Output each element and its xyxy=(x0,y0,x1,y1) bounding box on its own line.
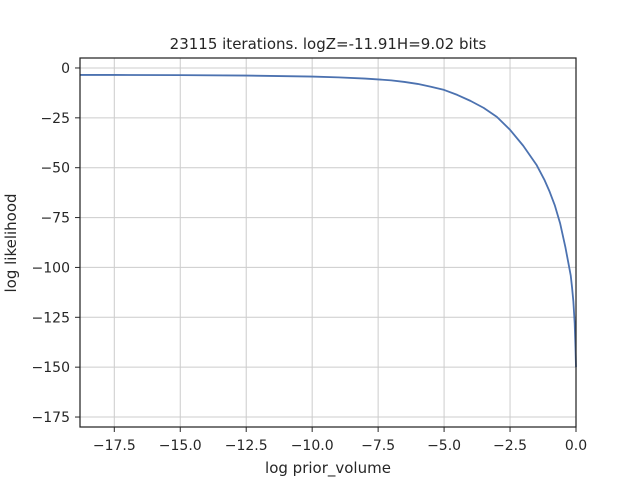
x-axis-label: log prior_volume xyxy=(265,459,391,478)
x-tick-label: −2.5 xyxy=(493,438,527,454)
x-tick-label: 0.0 xyxy=(565,438,587,454)
y-tick-label: −100 xyxy=(32,260,70,276)
x-tick-label: −7.5 xyxy=(361,438,395,454)
plot-frame xyxy=(79,57,577,428)
y-tick-label: −50 xyxy=(40,161,70,177)
y-tick-label: −150 xyxy=(32,360,70,376)
x-tick-label: −12.5 xyxy=(225,438,268,454)
x-tick-label: −10.0 xyxy=(291,438,334,454)
series-layer xyxy=(80,74,577,368)
y-tick-label: 0 xyxy=(61,61,70,77)
y-axis-label: log likelihood xyxy=(2,193,20,292)
y-tick-label: −125 xyxy=(32,310,70,326)
x-tick-label: −17.5 xyxy=(93,438,136,454)
chart-title: 23115 iterations. logZ=-11.91H=9.02 bits xyxy=(170,35,487,53)
grid xyxy=(80,58,577,427)
y-tick-label: −175 xyxy=(32,410,70,426)
x-tick-label: −5.0 xyxy=(427,438,461,454)
x-tick-label: −15.0 xyxy=(159,438,202,454)
y-axis: 0 −25 −50 −75 −100 −125 −150 −175 xyxy=(32,61,80,426)
x-axis: −17.5 −15.0 −12.5 −10.0 −7.5 −5.0 −2.5 0.0 xyxy=(93,427,587,454)
y-tick-label: −75 xyxy=(40,211,70,227)
y-tick-label: −25 xyxy=(40,111,70,127)
series-line xyxy=(80,74,577,368)
